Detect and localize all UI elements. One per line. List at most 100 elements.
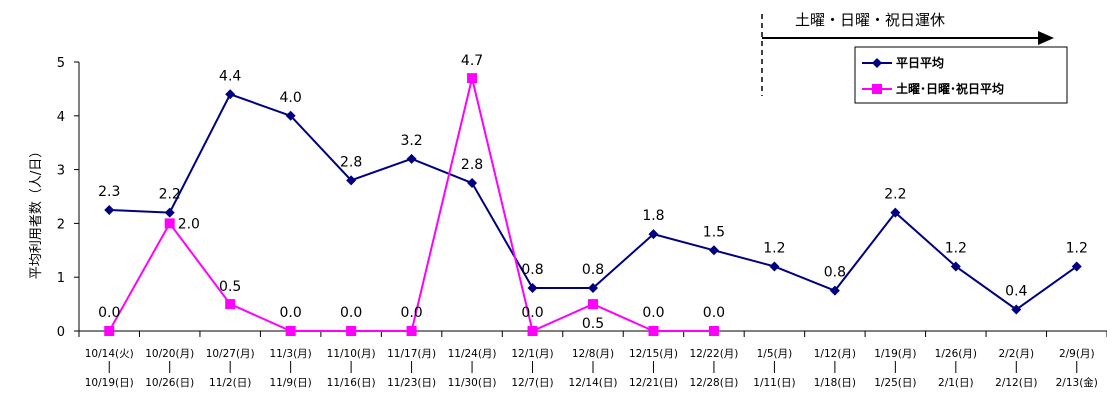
data-point	[104, 204, 115, 215]
data-point	[950, 261, 961, 272]
data-label-weekday: 4.4	[219, 68, 241, 84]
legend: 平日平均 土曜･日曜･祝日平均	[854, 46, 1068, 104]
data-point	[225, 299, 236, 310]
data-label-weekday: 1.2	[763, 240, 785, 256]
x-tick-label-end: 11/16(日)	[327, 377, 376, 389]
y-tick-label: 2	[57, 217, 65, 232]
data-label-weekend: 4.7	[461, 53, 483, 69]
data-label-weekend: 0.0	[280, 305, 302, 321]
data-point	[164, 218, 175, 229]
data-label-weekend: 2.0	[178, 216, 200, 232]
x-tick-label-start: 11/3(月)	[270, 348, 312, 360]
x-tick-label-end: 11/30(日)	[448, 377, 497, 389]
x-tick-label-start: 1/26(月)	[935, 348, 977, 360]
data-label-weekday: 1.2	[945, 240, 967, 256]
x-tick-label-end: 12/14(日)	[569, 377, 618, 389]
data-point	[527, 326, 538, 336]
data-point	[285, 110, 296, 121]
x-tick-label-start: 10/14(火)	[85, 348, 134, 360]
series-line	[108, 77, 714, 333]
x-tick-label-start: 11/10(月)	[327, 348, 376, 360]
data-label-weekday: 2.8	[340, 154, 362, 170]
data-point	[225, 89, 236, 100]
x-tick-label-start: 1/12(月)	[814, 348, 856, 360]
annotation-text: 土曜・日曜・祝日運休	[795, 11, 945, 29]
x-tick-label-start: 1/5(月)	[757, 348, 793, 360]
x-tick-label-end: 1/11(日)	[753, 377, 795, 389]
x-tick-label-start: 2/2(月)	[998, 348, 1034, 360]
legend-label-weekday: 平日平均	[896, 55, 944, 70]
legend-marker-weekday	[872, 58, 882, 68]
legend-marker-weekend	[872, 84, 882, 94]
data-point	[406, 326, 417, 336]
data-label-weekday: 0.8	[521, 262, 543, 278]
series-weekday	[104, 89, 1082, 315]
data-point	[769, 261, 780, 272]
y-tick-label: 4	[57, 110, 65, 125]
x-tick-label-end: 2/1(日)	[938, 377, 974, 389]
series-weekend	[104, 73, 719, 336]
data-point	[164, 207, 175, 218]
x-tick-label-end: 2/12(日)	[995, 377, 1037, 389]
data-label-weekend: 0.5	[582, 316, 604, 332]
plot-area: 2.3 2.2 4.4 4.0 2.8 3.2 2.8 0.8 0.8 1.8 1.5 1.2 0.8 2…	[98, 53, 1088, 336]
data-point	[406, 153, 417, 164]
data-label-weekday: 4.0	[280, 90, 302, 106]
y-tick-label: 5	[57, 56, 65, 71]
data-label-weekend: 0.5	[219, 279, 241, 295]
x-tick-label-start: 1/19(月)	[874, 348, 916, 360]
data-label-weekday: 1.5	[703, 224, 725, 240]
data-point	[527, 282, 538, 293]
x-tick-label-start: 12/1(月)	[511, 348, 553, 360]
x-tick-label-end: 12/21(日)	[629, 377, 678, 389]
data-point	[708, 245, 719, 256]
data-label-weekend: 0.0	[642, 305, 664, 321]
x-tick-label-end: 10/26(日)	[145, 377, 194, 389]
legend-box	[854, 46, 1068, 104]
data-point	[467, 178, 478, 189]
legend-item-weekend: 土曜･日曜･祝日平均	[862, 81, 1004, 96]
legend-item-weekday: 平日平均	[862, 55, 944, 70]
data-point	[829, 285, 840, 296]
data-point	[648, 229, 659, 240]
axes: 0 1 2 3 4 5 10/14(火) 10/19(日) 10/20(月) 10/26(日) 10…	[57, 56, 1107, 389]
x-tick-label-start: 10/20(月)	[145, 348, 194, 360]
data-point	[648, 326, 659, 336]
y-tick-label: 1	[57, 271, 65, 286]
legend-label-weekend: 土曜･日曜･祝日平均	[896, 81, 1004, 96]
data-point	[1071, 261, 1082, 272]
data-label-weekday: 3.2	[400, 133, 422, 149]
data-point	[346, 175, 357, 186]
x-tick-label-start: 10/27(月)	[206, 348, 255, 360]
data-label-weekday: 1.2	[1066, 240, 1088, 256]
data-label-weekday: 0.4	[1005, 283, 1027, 299]
x-tick-label-end: 1/18(日)	[814, 377, 856, 389]
x-tick-label-end: 2/13(金)	[1056, 376, 1098, 389]
data-label-weekday: 0.8	[824, 265, 846, 281]
y-tick-label: 0	[57, 325, 65, 340]
data-point	[346, 326, 357, 336]
data-point	[467, 73, 478, 84]
x-tick-label-start: 12/22(月)	[689, 348, 738, 360]
annotation: 土曜・日曜・祝日運休	[761, 11, 1054, 96]
data-label-weekday: 2.2	[884, 187, 906, 203]
x-tick-label-end: 10/19(日)	[85, 377, 134, 389]
data-label-weekday: 2.3	[98, 184, 120, 200]
x-tick-label-end: 11/2(日)	[209, 377, 251, 389]
x-tick-label-start: 12/8(月)	[572, 348, 614, 360]
annotation-arrow-head	[1038, 31, 1054, 45]
data-point	[104, 326, 115, 336]
data-label-weekend: 0.0	[703, 305, 725, 321]
data-label-weekday: 2.8	[461, 157, 483, 173]
data-label-weekday: 0.8	[582, 262, 604, 278]
data-label-weekend: 0.0	[98, 305, 120, 321]
x-tick-label-end: 11/9(日)	[270, 377, 312, 389]
data-label-weekend: 0.0	[400, 305, 422, 321]
x-tick-label-end: 1/25(日)	[874, 377, 916, 389]
x-tick-label-start: 11/17(月)	[387, 348, 436, 360]
data-label-weekend: 0.0	[521, 305, 543, 321]
x-tick-label-end: 11/23(日)	[387, 377, 436, 389]
x-tick-label-start: 11/24(月)	[448, 348, 497, 360]
data-label-weekday: 2.2	[159, 187, 181, 203]
